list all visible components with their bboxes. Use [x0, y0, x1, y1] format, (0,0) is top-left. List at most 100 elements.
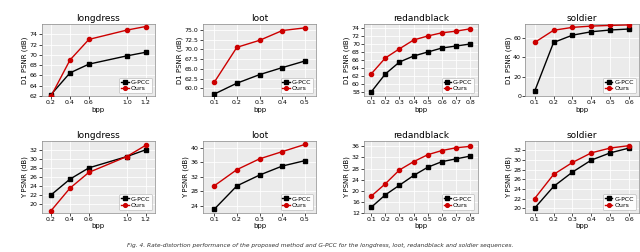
G-PCC: [211, 208, 218, 211]
G-PCC: [410, 54, 417, 57]
G-PCC: [47, 193, 55, 196]
Legend: G-PCC, Ours: G-PCC, Ours: [120, 78, 152, 93]
G-PCC: [381, 193, 389, 196]
Line: Ours: Ours: [369, 144, 472, 198]
Line: Ours: Ours: [532, 23, 631, 45]
X-axis label: bpp: bpp: [253, 224, 266, 230]
Y-axis label: Y PSNR (dB): Y PSNR (dB): [183, 156, 189, 198]
Ours: [233, 168, 241, 171]
Ours: [381, 182, 389, 185]
Ours: [66, 58, 74, 61]
X-axis label: bpp: bpp: [253, 107, 266, 113]
G-PCC: [301, 159, 309, 162]
G-PCC: [531, 207, 538, 210]
G-PCC: [438, 46, 446, 49]
Line: G-PCC: G-PCC: [49, 50, 148, 97]
Ours: [66, 187, 74, 190]
X-axis label: bpp: bpp: [575, 224, 589, 230]
Y-axis label: Y PSNR (dB): Y PSNR (dB): [505, 156, 511, 198]
Line: Ours: Ours: [212, 142, 307, 188]
Ours: [256, 39, 264, 42]
Title: soldier: soldier: [566, 131, 597, 140]
G-PCC: [233, 82, 241, 85]
G-PCC: [367, 206, 375, 209]
Ours: [467, 27, 474, 30]
Y-axis label: D1 PSNR (dB): D1 PSNR (dB): [505, 36, 512, 84]
Y-axis label: D1 PSNR (dB): D1 PSNR (dB): [22, 36, 28, 84]
Line: G-PCC: G-PCC: [212, 159, 307, 211]
G-PCC: [66, 71, 74, 74]
Ours: [452, 146, 460, 149]
G-PCC: [85, 62, 93, 66]
G-PCC: [424, 50, 432, 53]
Ours: [452, 30, 460, 33]
Ours: [438, 31, 446, 34]
Ours: [588, 25, 595, 28]
Title: loot: loot: [251, 14, 268, 23]
X-axis label: bpp: bpp: [575, 107, 589, 113]
G-PCC: [301, 59, 309, 62]
Line: Ours: Ours: [49, 143, 148, 213]
Ours: [47, 209, 55, 212]
Ours: [625, 144, 633, 147]
G-PCC: [381, 73, 389, 76]
G-PCC: [438, 160, 446, 163]
G-PCC: [452, 44, 460, 47]
G-PCC: [142, 148, 150, 151]
G-PCC: [569, 171, 577, 174]
G-PCC: [588, 159, 595, 162]
G-PCC: [211, 93, 218, 96]
Y-axis label: Y PSNR (dB): Y PSNR (dB): [22, 156, 28, 198]
G-PCC: [467, 154, 474, 158]
G-PCC: [550, 41, 557, 44]
G-PCC: [47, 93, 55, 96]
G-PCC: [625, 146, 633, 149]
Title: redandblack: redandblack: [393, 14, 449, 23]
G-PCC: [607, 151, 614, 154]
Line: G-PCC: G-PCC: [532, 146, 631, 210]
Ours: [550, 29, 557, 32]
Ours: [123, 29, 131, 32]
G-PCC: [467, 43, 474, 46]
Ours: [278, 29, 286, 32]
G-PCC: [367, 90, 375, 93]
G-PCC: [625, 27, 633, 30]
Legend: G-PCC, Ours: G-PCC, Ours: [280, 194, 313, 210]
Ours: [607, 24, 614, 27]
Title: redandblack: redandblack: [393, 131, 449, 140]
Ours: [531, 41, 538, 44]
Line: G-PCC: G-PCC: [212, 59, 307, 96]
Line: Ours: Ours: [369, 27, 472, 76]
Ours: [569, 161, 577, 164]
Line: G-PCC: G-PCC: [369, 154, 472, 209]
G-PCC: [66, 178, 74, 181]
Ours: [211, 81, 218, 84]
Legend: G-PCC, Ours: G-PCC, Ours: [442, 78, 474, 93]
Ours: [569, 26, 577, 29]
X-axis label: bpp: bpp: [414, 224, 428, 230]
Line: G-PCC: G-PCC: [369, 42, 472, 94]
Ours: [588, 151, 595, 154]
Line: Ours: Ours: [212, 26, 307, 84]
G-PCC: [531, 90, 538, 93]
Ours: [625, 23, 633, 26]
G-PCC: [569, 34, 577, 37]
G-PCC: [256, 73, 264, 76]
Line: G-PCC: G-PCC: [49, 148, 148, 197]
Ours: [256, 157, 264, 160]
Line: G-PCC: G-PCC: [532, 27, 631, 93]
X-axis label: bpp: bpp: [92, 224, 105, 230]
Title: soldier: soldier: [566, 14, 597, 23]
Legend: G-PCC, Ours: G-PCC, Ours: [603, 194, 636, 210]
Ours: [410, 39, 417, 42]
G-PCC: [410, 174, 417, 177]
Ours: [85, 38, 93, 41]
G-PCC: [142, 51, 150, 54]
G-PCC: [123, 54, 131, 57]
Title: longdress: longdress: [77, 131, 120, 140]
Ours: [396, 47, 403, 50]
G-PCC: [452, 157, 460, 160]
Legend: G-PCC, Ours: G-PCC, Ours: [442, 194, 474, 210]
Ours: [142, 25, 150, 28]
Ours: [467, 145, 474, 148]
